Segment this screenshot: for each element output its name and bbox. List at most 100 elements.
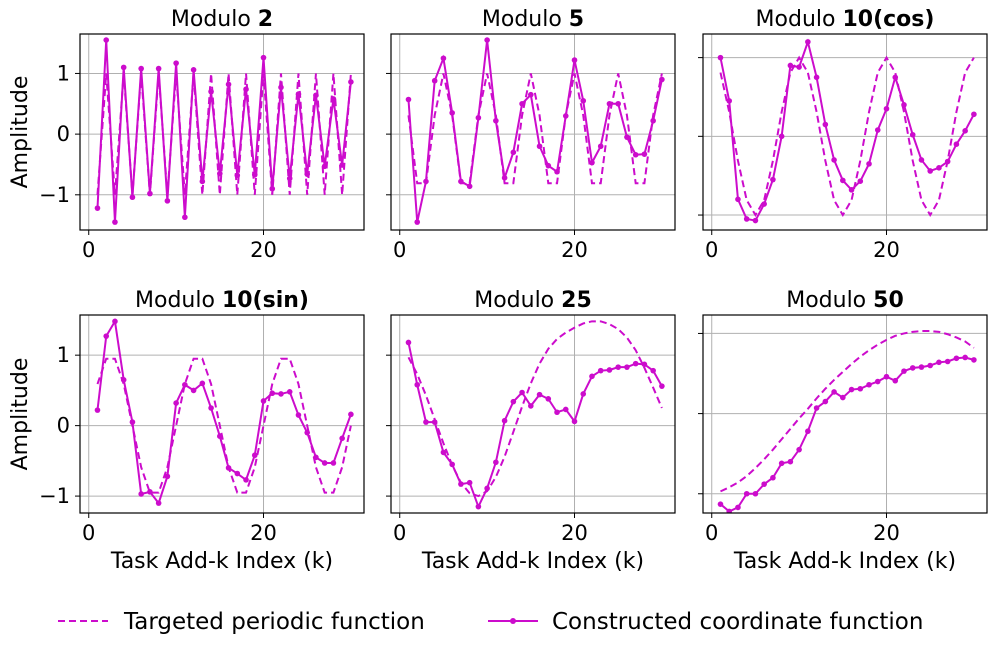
constructed-point [94,407,101,413]
constructed-point [225,465,232,471]
constructed-point [962,354,968,361]
panel-title-prefix: Modulo [786,288,873,313]
constructed-point [927,362,933,369]
x-tick-label: 0 [705,521,718,545]
constructed-point [138,65,144,72]
x-tick-label: 20 [250,238,277,262]
constructed-point [831,389,837,395]
constructed-point [944,158,951,165]
constructed-point [735,504,741,511]
plot-frame [390,314,676,514]
constructed-point [927,168,933,174]
series-group [405,37,665,225]
legend: Targeted periodic function Constructed c… [58,609,923,635]
constructed-point [182,381,188,388]
constructed-point [260,54,267,61]
constructed-point [484,485,490,492]
constructed-point [597,367,604,374]
constructed-point [199,380,206,387]
x-tick-label: 20 [873,521,900,545]
constructed-point [313,454,319,461]
constructed-point [562,406,569,413]
plot-frame [390,33,676,231]
panel-title: Modulo 10(cos) [756,7,935,32]
constructed-series-line [407,342,663,510]
constructed-point [632,151,639,158]
legend-solid-label: Constructed coordinate function [552,609,923,635]
constructed-point [466,479,473,486]
constructed-point [589,159,595,166]
constructed-point [120,377,127,383]
constructed-point [251,452,258,459]
constructed-point [743,490,750,497]
constructed-point [304,171,311,177]
constructed-point [278,391,284,397]
panel-title: Modulo 2 [171,7,273,32]
constructed-point [936,165,942,171]
constructed-series-line [96,318,352,506]
constructed-series-line [407,39,663,223]
constructed-point [330,96,337,102]
constructed-point [632,360,639,367]
constructed-point [182,214,188,221]
constructed-point [971,357,977,363]
constructed-point [787,62,794,69]
constructed-point [112,219,118,225]
chart-panel-6: 0 20 Modulo 50 Task Add-k Index (k) [698,288,988,574]
constructed-point [606,100,613,107]
constructed-point [571,57,578,63]
constructed-point [892,377,899,384]
panel-title-value: 50 [873,288,904,313]
constructed-point [475,503,482,510]
constructed-point [173,400,179,406]
constructed-point [423,178,429,185]
constructed-point [726,98,733,104]
constructed-point [866,381,872,388]
constructed-point [313,92,319,99]
constructed-point [493,117,499,124]
panel-title: Modulo 25 [474,288,592,313]
constructed-point [440,55,447,62]
plot-frame [79,33,365,231]
constructed-point [743,216,750,222]
y-tick-label: 0 [57,122,70,146]
constructed-point [571,418,578,425]
chart-panel-2: 0 20 Modulo 5 [386,7,676,262]
constructed-point [286,175,293,182]
panel-title-prefix: Modulo [171,7,258,32]
constructed-point [510,398,517,405]
constructed-point [606,367,613,373]
x-tick-label: 0 [705,238,718,262]
target-series-line [719,55,975,218]
constructed-point [717,54,724,61]
constructed-point [251,171,258,178]
constructed-point [519,389,525,396]
constructed-point [94,205,101,211]
constructed-point [339,162,345,168]
constructed-point [883,105,890,112]
constructed-point [269,390,276,397]
series-group [94,318,354,506]
constructed-series-line [719,356,975,513]
constructed-point [650,117,656,124]
constructed-point [545,162,552,169]
constructed-point [414,219,421,225]
constructed-point [545,396,552,402]
panel-title: Modulo 5 [482,7,584,32]
constructed-point [147,489,153,495]
constructed-point [199,178,206,185]
constructed-point [580,391,587,397]
constructed-point [813,405,820,411]
panel-title-prefix: Modulo [482,7,569,32]
legend-dashed-label: Targeted periodic function [123,609,425,635]
y-tick-label: 1 [57,343,70,367]
constructed-point [770,474,776,481]
constructed-point [944,358,951,365]
constructed-point [840,394,846,401]
chart-panel-4: 0 20 −1 0 1 Modulo 10(sin) Amplitude Task Add-k… [8,288,365,574]
constructed-point [120,64,127,71]
constructed-point [339,435,345,442]
constructed-point [909,365,916,371]
constructed-point [190,67,197,73]
constructed-point [848,386,855,393]
